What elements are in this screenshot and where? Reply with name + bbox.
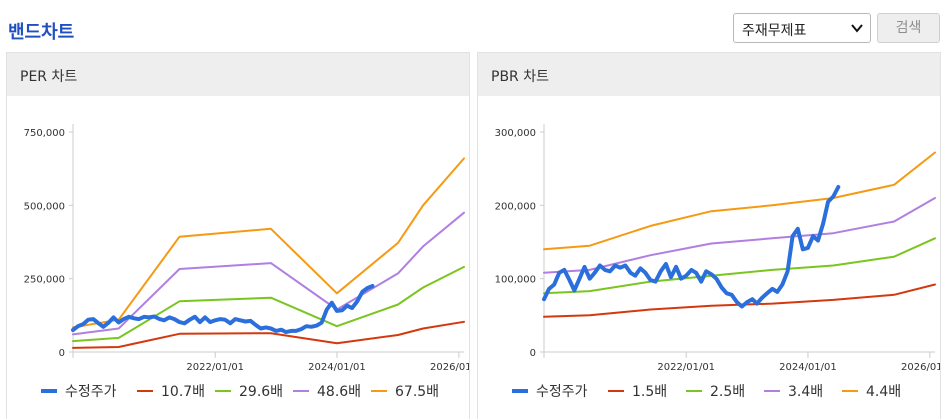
- per-y-tick-label: 500,000: [24, 201, 65, 212]
- per-chart-header: PER 차트: [7, 53, 469, 96]
- per-y-tick-label: 750,000: [24, 128, 65, 139]
- per-legend-label: 수정주가: [65, 384, 117, 400]
- pbr-y-tick-label: 300,000: [495, 128, 536, 139]
- per-series-line-1: [72, 320, 465, 349]
- per-x-tick-label: 2022/01/01: [186, 362, 244, 373]
- per-y-tick-label: 250,000: [24, 275, 65, 286]
- pbr-series-line-2: [543, 237, 936, 295]
- pbr-y-tick-label: 0: [530, 348, 536, 359]
- pbr-chart-title: PBR 차트: [491, 69, 549, 85]
- chevron-down-icon: [851, 24, 863, 33]
- per-chart-title: PER 차트: [20, 69, 78, 85]
- pbr-legend-label: 2.5배: [710, 384, 745, 400]
- pbr-legend-label: 1.5배: [632, 384, 667, 400]
- per-legend-label: 67.5배: [395, 384, 439, 400]
- pbr-x-tick-label: 2026/01/01: [901, 362, 940, 373]
- pbr-series-line-0: [542, 185, 841, 309]
- pbr-legend-label: 4.4배: [866, 384, 901, 400]
- pbr-chart-panel: PBR 차트 0 100,000 200,000 300,000 2022/01/01 2…: [477, 52, 941, 419]
- per-legend-label: 10.7배: [161, 384, 205, 400]
- per-x-tick-label: 2026/01/01: [430, 362, 469, 373]
- per-chart-panel: PER 차트 0 250,000 500,000 750,000 2022/01/01 2…: [6, 52, 470, 419]
- per-legend-label: 29.6배: [239, 384, 283, 400]
- page-title: 밴드차트: [8, 22, 75, 43]
- pbr-y-tick-label: 200,000: [495, 201, 536, 212]
- per-y-tick-label: 0: [59, 348, 65, 359]
- per-chart: 0 250,000 500,000 750,000 2022/01/01 2024/01/…: [24, 124, 469, 400]
- per-series-line-4: [72, 157, 465, 329]
- per-series-line-0: [71, 284, 375, 335]
- pbr-chart: 0 100,000 200,000 300,000 2022/01/01 2024/01/…: [495, 124, 940, 400]
- statement-type-select-value: 주재무제표: [742, 23, 807, 39]
- pbr-series-line-4: [543, 151, 936, 251]
- pbr-x-tick-label: 2022/01/01: [657, 362, 715, 373]
- pbr-legend-label: 3.4배: [788, 384, 823, 400]
- per-series-line-2: [72, 265, 465, 343]
- pbr-legend-label: 수정주가: [536, 384, 588, 400]
- pbr-x-tick-label: 2024/01/01: [779, 362, 837, 373]
- pbr-y-tick-label: 100,000: [495, 275, 536, 286]
- pbr-chart-header: PBR 차트: [478, 53, 940, 96]
- per-x-tick-label: 2024/01/01: [308, 362, 366, 373]
- per-legend-label: 48.6배: [317, 384, 361, 400]
- statement-type-select[interactable]: 주재무제표: [733, 13, 871, 43]
- search-button[interactable]: 검색: [877, 13, 940, 43]
